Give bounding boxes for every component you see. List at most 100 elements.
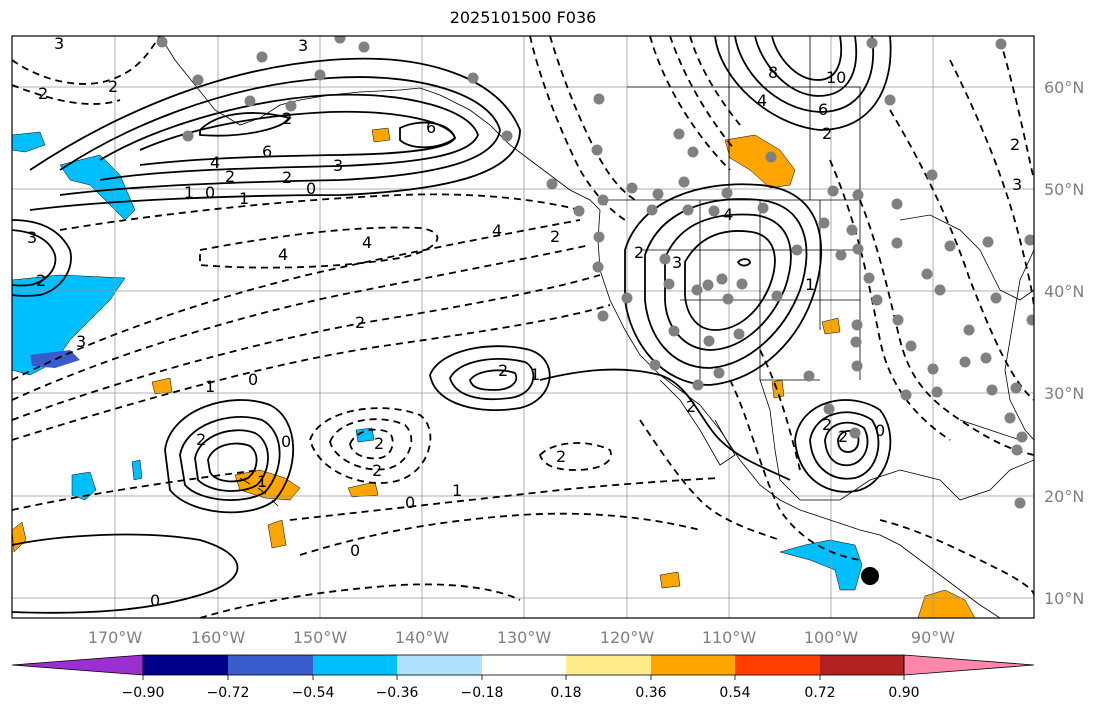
contour-canada-high-4 (771, 36, 843, 81)
contour-label: 4 (278, 245, 288, 264)
contour-label: 0 (405, 493, 415, 512)
contour-pacific-high-3 (469, 369, 518, 391)
contour-label: 2 (1010, 135, 1020, 154)
positive-region-small5 (659, 571, 681, 589)
lon-tick-label: 110°W (702, 628, 757, 647)
contour-rockies-high-2 (644, 198, 808, 369)
contour-east-5 (999, 39, 1034, 181)
great-lakes (899, 214, 1034, 301)
lon-axis: 170°W 160°W 150°W 140°W 130°W 120°W 110°… (88, 628, 955, 647)
positive-region-small2 (267, 519, 287, 549)
contour-hawaii-high-4 (207, 442, 258, 483)
colorbar-segment (651, 655, 735, 675)
contour-label: 2 (686, 397, 696, 416)
lat-axis: 60°N 50°N 40°N 30°N 20°N 10°N (1044, 78, 1084, 608)
contour-aleutian-inner (199, 112, 292, 137)
contour-label: 2 (38, 84, 48, 103)
contour-mexico-high-1 (794, 399, 892, 493)
negative-region-small2 (131, 459, 143, 481)
negative-region-small3 (355, 427, 375, 443)
contour-label: 3 (333, 156, 343, 175)
colorbar-segment (143, 655, 228, 675)
contour-label: 3 (54, 34, 64, 53)
contour-west-neg-2 (12, 84, 121, 105)
state-line2 (759, 200, 820, 381)
colorbar-segment (820, 655, 904, 675)
negative-region-west (12, 274, 126, 376)
positive-region-south (917, 589, 976, 618)
contour-rockies-high-4 (684, 230, 776, 331)
contour-label: 8 (768, 63, 778, 82)
contour-pacific-high-1 (429, 345, 551, 412)
contour-label: 3 (27, 228, 37, 247)
contour-label: 1 (184, 183, 194, 202)
contour-label: 2 (372, 461, 382, 480)
contour-label: 6 (426, 118, 436, 137)
contour-west-neg-1 (12, 36, 161, 85)
contour-rockies-high-1 (624, 183, 822, 386)
map-frame (11, 35, 1035, 619)
storm-marker (861, 567, 879, 585)
contour-hawaii-high-3 (194, 429, 269, 492)
lat-tick-label: 60°N (1044, 78, 1084, 97)
contour-low-hawaii-2 (329, 418, 413, 471)
positive-region-small6 (371, 127, 391, 143)
shading-areas (12, 127, 976, 618)
contour-label: 3 (76, 332, 86, 351)
contour-label: 2 (225, 167, 235, 186)
negative-region-small1 (71, 471, 97, 501)
lat-tick-label: 50°N (1044, 180, 1084, 199)
contour-label: 4 (723, 205, 733, 224)
contours-solid (12, 36, 892, 614)
contour-aleutian-low-5 (399, 121, 457, 149)
lon-tick-label: 120°W (600, 628, 655, 647)
colorbar-segment (228, 655, 313, 675)
negative-region-alaska (59, 154, 136, 221)
contour-pacific-high-2 (449, 358, 535, 401)
colorbar-segment (397, 655, 482, 675)
colorbar-label: −0.90 (122, 685, 165, 701)
contour-label: 3 (298, 36, 308, 55)
contour-label: 0 (205, 183, 215, 202)
colorbar-label: 0.18 (550, 685, 581, 701)
contour-aleutian-low-outer (29, 57, 521, 211)
contour-canada-high-1 (714, 36, 892, 131)
lat-tick-label: 30°N (1044, 384, 1084, 403)
contour-mexico-neg-2 (759, 349, 801, 471)
colorbar-label: 0.54 (719, 685, 750, 701)
colorbar-ticks (142, 675, 905, 680)
colorbar-label: 0.72 (804, 685, 835, 701)
contour-neg-band-1 (12, 274, 601, 421)
contour-east-2 (829, 159, 951, 441)
positive-region-canada (724, 134, 796, 189)
contours-dashed (12, 36, 1034, 618)
contour-hawaii-high-1 (164, 399, 295, 514)
colorbar-extend-right (903, 654, 1035, 676)
colorbar: −0.90 −0.72 −0.54 −0.36 −0.18 0.18 0.36 … (11, 654, 1035, 701)
contour-label: 3 (672, 253, 682, 272)
contour-label: 1 (530, 365, 540, 384)
contour-mid-east-1 (639, 419, 781, 541)
contour-nw-corner-2 (12, 229, 57, 287)
east-coast (1004, 249, 1034, 441)
contour-label: 0 (875, 421, 885, 440)
lat-tick-label: 40°N (1044, 282, 1084, 301)
contour-mexico-high-4 (837, 429, 860, 453)
west-coast (597, 209, 1001, 618)
contour-south-0 (12, 533, 239, 614)
contour-aleutian-low-2 (59, 76, 501, 196)
contour-neg-band-6 (59, 193, 581, 231)
contour-rockies-tiny (736, 258, 751, 267)
lat-tick-label: 10°N (1044, 589, 1084, 608)
contour-neg-band-5 (199, 226, 439, 269)
lon-tick-label: 140°W (395, 628, 450, 647)
contour-label: 2 (550, 227, 560, 246)
contour-label: 0 (306, 179, 316, 198)
contour-mexico-neg-1 (729, 379, 861, 561)
contour-label: 2 (822, 415, 832, 434)
contour-label: 2 (498, 361, 508, 380)
contour-label: 1 (452, 481, 462, 500)
lon-tick-label: 150°W (293, 628, 348, 647)
contour-label: 2 (634, 243, 644, 262)
